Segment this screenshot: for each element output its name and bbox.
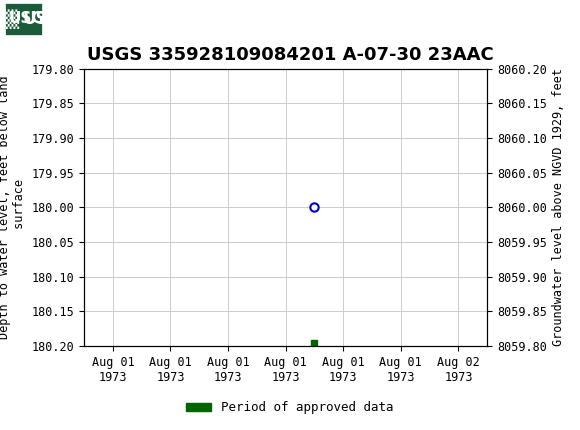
Y-axis label: Groundwater level above NGVD 1929, feet: Groundwater level above NGVD 1929, feet: [552, 68, 566, 347]
Text: USGS: USGS: [9, 12, 56, 26]
Text: USGS: USGS: [22, 10, 73, 28]
Bar: [6, 4, 46, 34]
Text: ▒: ▒: [3, 9, 18, 29]
Text: USGS 335928109084201 A-07-30 23AAC: USGS 335928109084201 A-07-30 23AAC: [86, 46, 494, 64]
Bar: [5, 3, 42, 35]
Legend: Period of approved data: Period of approved data: [181, 396, 399, 419]
Y-axis label: Depth to water level, feet below land
 surface: Depth to water level, feet below land su…: [0, 76, 26, 339]
